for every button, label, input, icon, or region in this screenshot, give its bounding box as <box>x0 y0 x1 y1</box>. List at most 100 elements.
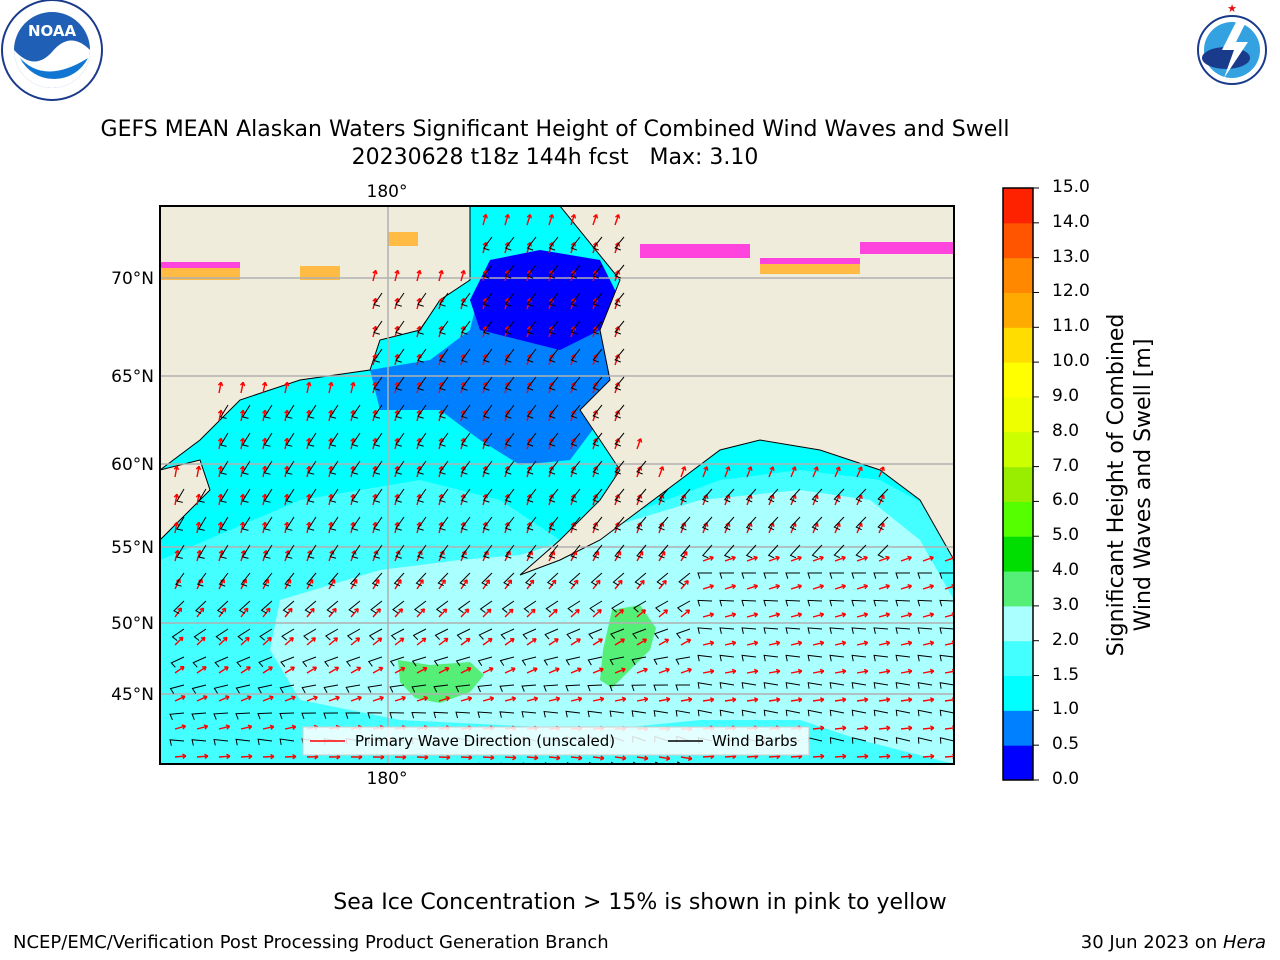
wave-arrow-head <box>731 668 737 675</box>
wave-arrow-head <box>548 353 555 359</box>
wave-arrow-head <box>863 612 869 618</box>
wind-barb <box>373 376 383 391</box>
wave-arrow <box>878 727 891 730</box>
wave-arrow <box>812 522 818 534</box>
wind-barb <box>417 404 427 419</box>
wind-barb <box>743 765 756 771</box>
wind-barb <box>307 432 317 447</box>
wind-barbs <box>169 236 954 771</box>
wave-arrow <box>438 270 443 282</box>
wave-arrow-head <box>864 753 869 760</box>
wave-arrow-head <box>248 753 253 760</box>
map-area: Primary Wave Direction (unscaled) Wind B… <box>160 206 954 771</box>
wave-arrow-head <box>841 668 847 675</box>
wave-arrow-head <box>548 241 555 247</box>
wind-barb <box>785 682 801 689</box>
wave-arrow-head <box>819 555 824 561</box>
wave-arrow <box>174 550 179 562</box>
wind-barb <box>481 572 493 587</box>
wind-barb <box>460 376 471 391</box>
wind-barb <box>349 572 361 587</box>
wind-barb <box>851 709 867 717</box>
wind-barb <box>195 600 207 614</box>
wave-arrow-head <box>468 754 473 761</box>
wind-barb <box>548 264 559 279</box>
wave-arrow <box>856 755 869 758</box>
wave-arrow-head <box>820 725 825 731</box>
wave-arrow-head <box>443 637 449 643</box>
wind-barb <box>478 628 493 640</box>
wave-arrow-head <box>820 753 825 760</box>
wave-arrow <box>944 698 954 702</box>
wave-arrow-head <box>217 493 224 499</box>
wind-barb <box>351 404 361 419</box>
wave-arrow-head <box>620 638 625 644</box>
colorbar-tick-label: 9.0 <box>1052 385 1080 406</box>
wind-barb <box>329 432 339 447</box>
wind-barb <box>213 738 229 746</box>
wave-arrow <box>372 270 377 282</box>
wave-arrow-head <box>504 213 510 219</box>
nws-logo: ★ <box>1184 2 1280 98</box>
wind-barb <box>241 404 251 419</box>
wave-arrow <box>196 466 200 478</box>
wind-barb <box>851 682 867 689</box>
wave-arrow-head <box>907 555 912 561</box>
wave-arrow-head <box>554 638 559 643</box>
wave-arrow <box>416 637 427 646</box>
wave-arrow-head <box>311 637 316 642</box>
wind-barb <box>570 320 581 335</box>
wave-arrow <box>636 438 642 450</box>
wave-arrow <box>922 584 934 590</box>
wind-barb <box>811 544 823 559</box>
wave-arrow <box>262 755 275 758</box>
wave-arrow-head <box>621 696 627 703</box>
wave-arrow <box>218 725 230 730</box>
wave-arrow <box>834 641 846 646</box>
wind-barb <box>809 765 822 771</box>
wind-barb <box>503 572 515 587</box>
wave-arrow <box>768 641 780 646</box>
wind-barb <box>193 628 207 641</box>
wave-arrow <box>570 697 582 702</box>
wave-arrow <box>372 608 381 618</box>
wind-barb <box>833 516 845 531</box>
wave-arrow <box>262 696 274 702</box>
wind-barb <box>237 628 251 641</box>
wind-barb <box>477 656 493 667</box>
wind-barb <box>263 544 273 559</box>
wind-barb <box>565 684 581 692</box>
wave-arrow <box>174 522 178 534</box>
wind-barb <box>745 544 757 559</box>
wave-arrow <box>768 556 780 562</box>
wind-barb <box>614 376 625 391</box>
colorbar-tick-label: 11.0 <box>1052 316 1090 337</box>
wind-barb <box>504 516 515 531</box>
colorbar-segment <box>1003 257 1033 293</box>
wind-barb <box>587 656 603 666</box>
wind-barb <box>767 544 779 559</box>
wind-barb <box>873 737 889 744</box>
wave-arrow-head <box>217 465 224 471</box>
wave-arrow <box>922 755 935 758</box>
wind-barb <box>851 627 867 634</box>
wave-arrow <box>768 584 780 590</box>
wind-barb <box>417 460 427 475</box>
wave-arrow <box>306 522 311 534</box>
wave-arrow <box>196 636 206 646</box>
wind-barb <box>763 572 779 579</box>
wave-arrow <box>680 698 692 702</box>
wave-arrow-head <box>929 640 935 646</box>
wave-arrow <box>614 698 626 702</box>
wind-barb <box>504 292 515 307</box>
wind-barb <box>610 628 625 640</box>
lon-label-bottom: 180° <box>367 769 408 789</box>
wind-barb <box>939 572 954 579</box>
wind-barb <box>284 572 295 587</box>
wave-arrow <box>504 410 509 422</box>
wave-arrow-head <box>863 668 869 675</box>
wind-barb <box>917 682 933 689</box>
wind-barb <box>592 320 603 335</box>
wind-barb <box>390 628 405 641</box>
wave-arrow <box>746 584 758 590</box>
